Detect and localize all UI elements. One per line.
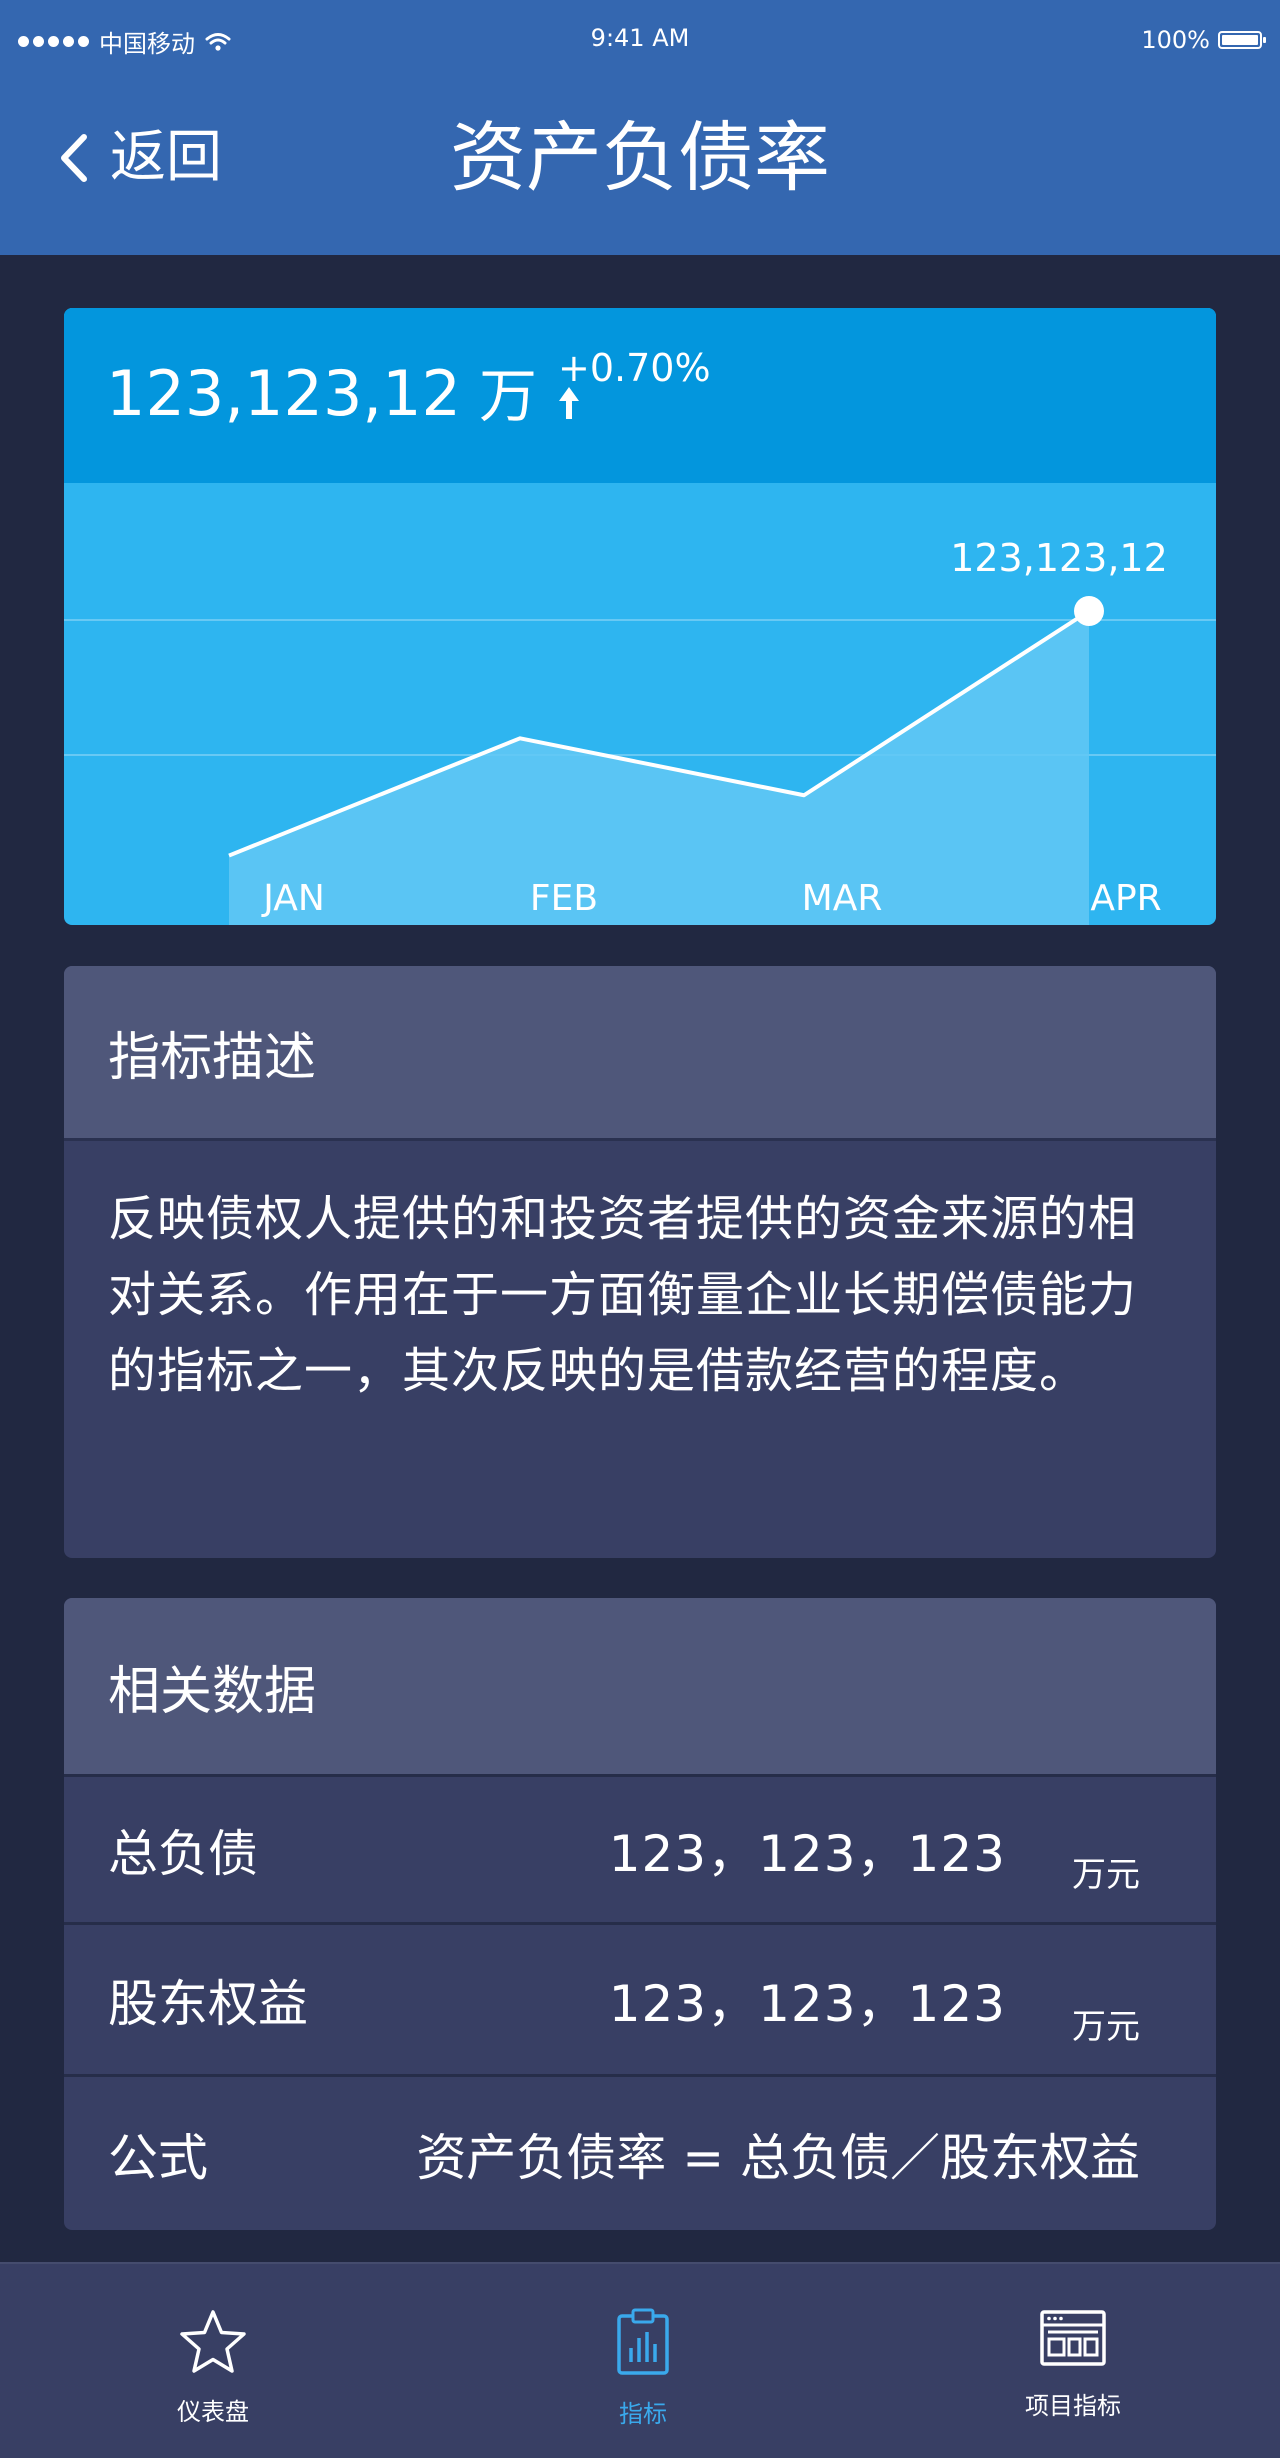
tab-dashboard[interactable]: 仪表盘 — [113, 2308, 313, 2427]
row-value: 123，123，123 — [608, 1824, 1006, 1883]
x-tick-label: APR — [1090, 878, 1161, 919]
row-value: 123，123，123 — [608, 1974, 1006, 2033]
top-bar: 中国移动 9:41 AM 100% 返回 资产负债率 — [0, 0, 1280, 255]
back-button[interactable]: 返回 — [58, 130, 222, 186]
star-icon — [180, 2310, 246, 2373]
summary-value: 123,123,12 — [106, 357, 461, 430]
status-bar: 中国移动 9:41 AM 100% — [0, 0, 1280, 80]
carrier-info: 中国移动 — [18, 24, 231, 59]
clipboard-chart-icon — [617, 2308, 669, 2375]
summary-change: +0.70% — [558, 346, 711, 390]
page-title: 资产负债率 — [450, 113, 830, 202]
battery-percent: 100% — [1141, 26, 1210, 54]
data-row-shareholder-equity: 股东权益 123，123，123 万元 — [64, 1922, 1216, 2074]
description-card: 指标描述 反映债权人提供的和投资者提供的资金来源的相对关系。作用在于一方面衡量企… — [64, 966, 1216, 1558]
row-label: 股东权益 — [108, 1974, 308, 2033]
data-label: 123,123,12 — [950, 536, 1168, 580]
row-unit: 万元 — [1072, 1855, 1140, 1895]
line-chart: 123,123,12 JAN FEB MAR APR — [64, 536, 1216, 925]
summary-value-row: 123,123,12 万 — [106, 363, 581, 425]
chart-summary: 123,123,12 万 +0.70% — [64, 308, 1216, 483]
x-tick-label: JAN — [261, 878, 325, 919]
tab-project-metrics[interactable]: 项目指标 — [973, 2308, 1173, 2421]
x-tick-label: MAR — [802, 878, 883, 919]
formula-value: 资产负债率 = 总负债／股东权益 — [416, 2128, 1140, 2187]
summary-unit: 万 — [479, 362, 538, 430]
tab-bar: 仪表盘 指标 项目指标 — [0, 2262, 1280, 2458]
wifi-icon — [205, 32, 231, 51]
formula-label: 公式 — [108, 2128, 208, 2187]
tab-label: 项目指标 — [1025, 2392, 1121, 2420]
battery-info: 100% — [1141, 26, 1266, 54]
browser-window-icon — [1040, 2310, 1106, 2366]
chevron-left-icon — [61, 134, 87, 182]
row-unit: 万元 — [1072, 2007, 1140, 2047]
battery-icon — [1218, 31, 1266, 49]
description-text: 反映债权人提供的和投资者提供的资金来源的相对关系。作用在于一方面衡量企业长期偿债… — [108, 1191, 1138, 1399]
tab-label: 仪表盘 — [177, 2398, 249, 2426]
row-label: 总负债 — [108, 1824, 258, 1883]
data-point — [1074, 596, 1104, 626]
related-heading: 相关数据 — [64, 1598, 1216, 1774]
back-label: 返回 — [110, 125, 222, 190]
carrier-name: 中国移动 — [99, 30, 195, 58]
related-data-card: 相关数据 总负债 123，123，123 万元 股东权益 123，123，123… — [64, 1598, 1216, 2230]
series-line — [228, 609, 1091, 858]
tab-label: 指标 — [619, 2400, 667, 2428]
data-row-formula: 公式 资产负债率 = 总负债／股东权益 — [64, 2074, 1216, 2230]
status-time: 9:41 AM — [590, 24, 690, 52]
data-row-total-liabilities: 总负债 123，123，123 万元 — [64, 1774, 1216, 1922]
description-heading: 指标描述 — [64, 966, 1216, 1141]
signal-strength-icon — [18, 36, 89, 47]
tab-metrics[interactable]: 指标 — [543, 2308, 743, 2429]
chart-card: 123,123,12 万 +0.70% 123,123,12 JAN FEB MAR A… — [64, 308, 1216, 925]
x-tick-label: FEB — [530, 878, 598, 919]
arrow-up-icon — [559, 387, 580, 419]
